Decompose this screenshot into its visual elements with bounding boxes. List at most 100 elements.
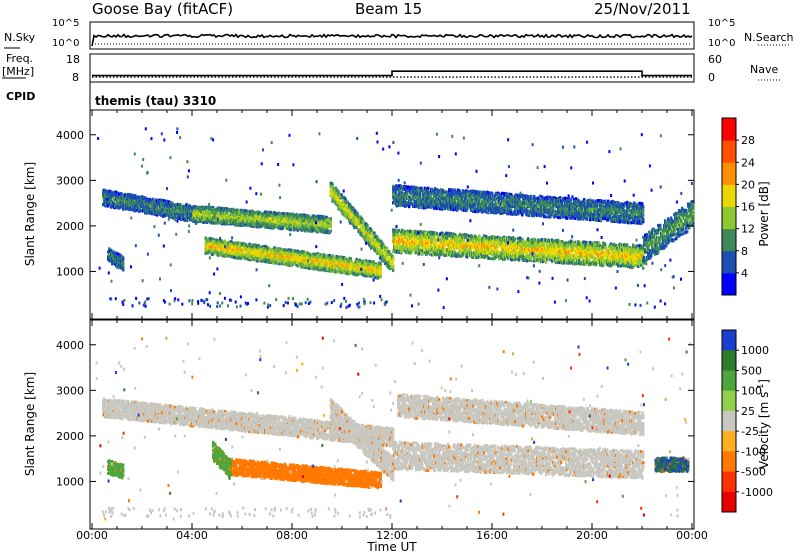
power-cell: [259, 224, 263, 228]
power-cell: [171, 208, 174, 212]
power-cell: [395, 237, 398, 240]
power-cell: [204, 251, 207, 255]
power-cell: [257, 243, 260, 247]
noise-right-tick-bottom: 10^0: [708, 38, 735, 49]
power-cell: [188, 209, 191, 213]
power-cell: [276, 252, 279, 255]
noise-right-label: N.Search: [744, 31, 794, 44]
noise-left-tick-top: 10^5: [52, 18, 79, 29]
power-cell: [295, 216, 298, 220]
power-cell: [141, 196, 144, 200]
power-cell: [329, 217, 332, 220]
power-cell: [379, 268, 382, 272]
power-plot-area: [97, 127, 695, 310]
power-cell: [215, 209, 219, 213]
power-cell: [295, 218, 298, 222]
power-cell: [234, 246, 237, 250]
power-cell: [256, 210, 260, 214]
power-cell: [230, 242, 233, 246]
power-cell: [286, 219, 290, 223]
power-cell: [157, 209, 160, 212]
power-cell: [209, 218, 213, 222]
power-cell: [282, 212, 286, 216]
power-cell: [243, 211, 247, 215]
station-title: Goose Bay (fitACF): [92, 0, 233, 18]
power-cell: [130, 208, 133, 212]
power-cell: [299, 223, 302, 227]
power-cell: [269, 260, 272, 264]
power-cell: [275, 212, 279, 216]
power-cell: [241, 252, 244, 256]
power-cell: [228, 246, 231, 250]
power-cell: [275, 256, 278, 260]
power-cell: [244, 243, 247, 246]
power-cell: [307, 214, 310, 218]
power-cell: [220, 240, 223, 244]
power-cell: [113, 202, 116, 205]
power-cell: [189, 204, 192, 208]
power-cell: [236, 223, 240, 227]
power-cell: [222, 209, 226, 212]
power-cell: [233, 256, 236, 260]
power-cell: [251, 243, 254, 247]
power-cell: [221, 252, 224, 256]
power-cell: [163, 199, 166, 203]
power-cell: [279, 222, 283, 226]
power-cell: [264, 244, 267, 248]
power-cell: [163, 209, 166, 212]
power-cell: [104, 193, 107, 197]
power-cell: [115, 190, 118, 194]
power-cell: [322, 229, 325, 233]
power-cell: [243, 213, 247, 217]
power-cell: [225, 211, 229, 215]
power-cell: [392, 269, 395, 273]
power-cell: [193, 205, 196, 209]
power-cell: [313, 227, 316, 231]
power-cell: [213, 221, 217, 225]
power-cell: [262, 245, 265, 249]
power-cell: [197, 217, 200, 221]
power-cell: [126, 197, 129, 201]
power-cell: [152, 197, 155, 201]
power-cell: [196, 211, 199, 215]
power-cell: [209, 205, 213, 209]
power-cell: [148, 204, 151, 208]
power-cell: [259, 222, 263, 226]
power-cell: [158, 203, 161, 207]
power-cell: [225, 241, 228, 245]
freq-panel-frame: [89, 53, 695, 83]
freq-label-2: [MHz]: [2, 65, 34, 78]
power-cell: [144, 211, 147, 215]
noise-left-label: N.Sky: [4, 31, 35, 44]
power-cell: [268, 214, 272, 218]
power-cell: [211, 206, 215, 209]
power-cell: [160, 207, 163, 211]
power-cell: [276, 247, 279, 251]
power-cell: [329, 219, 332, 223]
power-cell: [140, 202, 143, 206]
power-cell: [194, 220, 197, 224]
freq-tick-bottom: 8: [72, 71, 79, 84]
power-cell: [278, 262, 281, 266]
power-cell: [220, 221, 224, 225]
power-cell: [312, 214, 315, 218]
power-cell: [225, 207, 229, 211]
power-cell: [304, 217, 307, 220]
power-cell: [112, 203, 115, 207]
power-cell: [231, 215, 235, 219]
power-cell: [379, 265, 382, 269]
power-cell: [301, 228, 304, 232]
power-cell: [258, 211, 262, 214]
power-cell: [268, 218, 272, 222]
power-cell: [240, 213, 244, 217]
power-cell: [241, 250, 244, 254]
power-cell: [195, 214, 198, 218]
nave-label: Nave: [750, 63, 778, 76]
power-cell: [231, 244, 234, 248]
power-cell: [283, 217, 287, 221]
power-cell: [207, 250, 210, 254]
power-cell: [264, 260, 267, 264]
power-cell: [139, 207, 142, 211]
power-cell: [136, 208, 139, 212]
